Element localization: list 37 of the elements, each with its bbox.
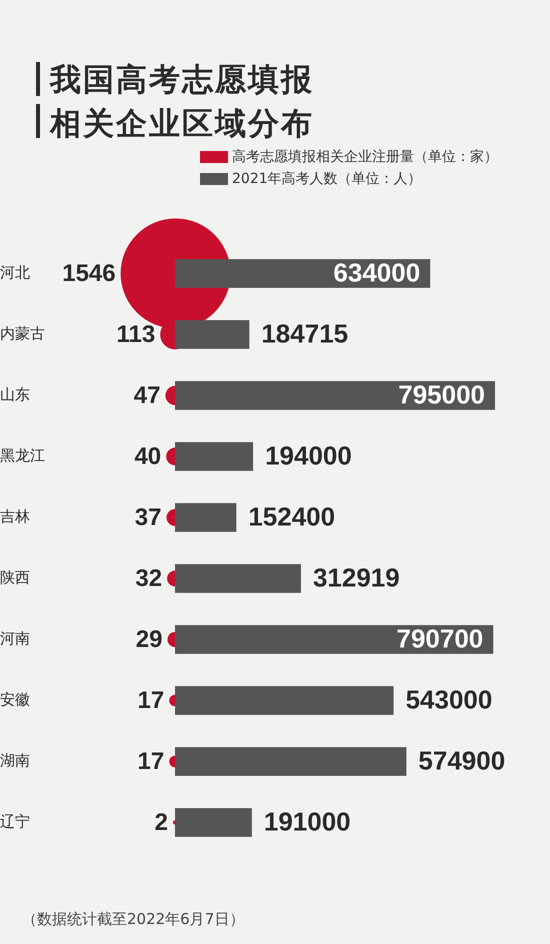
bar (175, 686, 394, 715)
data-label: 32 (135, 565, 162, 592)
data-label: 312919 (312, 562, 400, 593)
legend-label: 高考志愿填报相关企业注册量（单位：家） (232, 148, 498, 166)
y-tick-label: 吉林 (0, 507, 30, 526)
chart-title: 我国高考志愿填报相关企业区域分布 (50, 61, 315, 144)
data-label: 17 (138, 687, 164, 714)
y-tick-label: 黑龙江 (0, 446, 45, 464)
data-label: 37 (134, 504, 162, 532)
data-label: 152400 (248, 502, 336, 532)
legend-label: 2021年高考人数（单位：人） (232, 170, 422, 188)
bar (175, 747, 406, 776)
data-label: 113 (116, 321, 156, 348)
y-tick-label: 内蒙古 (0, 324, 45, 342)
data-label: 194000 (265, 440, 352, 471)
data-label: 191000 (264, 806, 351, 837)
data-label: 40 (134, 443, 162, 470)
y-tick-label: 辽宁 (0, 812, 30, 830)
data-label: 47 (134, 382, 160, 410)
text: （数据统计截至2022年6月7日） (22, 910, 244, 929)
data-label: 29 (136, 626, 162, 654)
data-label: 634000 (333, 258, 420, 288)
data-label: 574900 (418, 746, 506, 776)
data-label: 17 (138, 748, 164, 776)
data-label: 1546 (62, 260, 116, 288)
data-label: 2 (154, 809, 168, 836)
y-tick-label: 河北 (0, 263, 30, 282)
data-label: 790700 (396, 624, 484, 654)
y-tick-label: 安徽 (0, 690, 30, 708)
data-label: 543000 (406, 684, 492, 715)
y-tick-label: 河南 (0, 629, 30, 648)
y-tick-label: 陕西 (0, 568, 30, 586)
bar (175, 808, 252, 837)
data-label: 184715 (261, 318, 348, 349)
y-tick-label: 山东 (0, 385, 30, 404)
y-tick-label: 湖南 (0, 751, 30, 770)
data-label: 795000 (398, 380, 485, 410)
